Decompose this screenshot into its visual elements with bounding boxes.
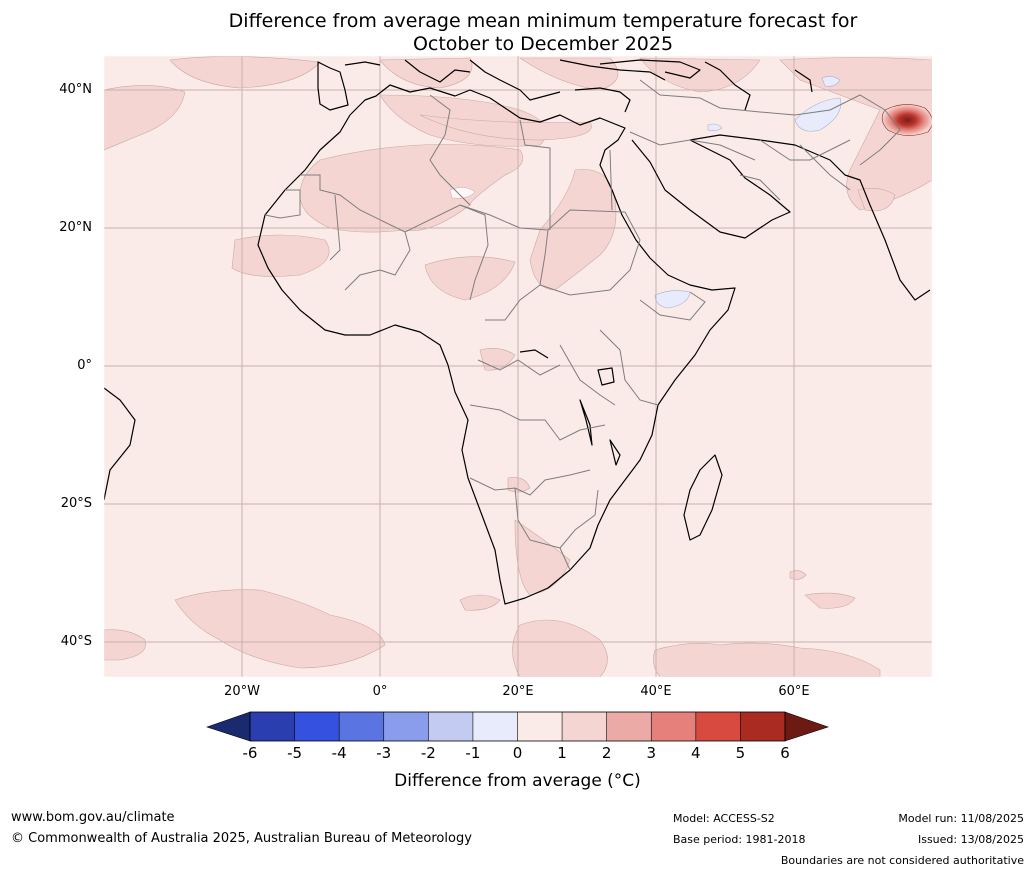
colorbar: [206, 711, 829, 742]
colorbar-cell: [339, 712, 385, 741]
colorbar-cell: [383, 712, 429, 741]
colorbar-outline: [249, 711, 786, 742]
lat-label-20s: 20°S: [60, 496, 92, 511]
lon-label-20e: 20°E: [502, 684, 534, 699]
footer-model: Model: ACCESS-S2: [673, 812, 775, 825]
lat-label-20n: 20°N: [59, 220, 92, 235]
national-borders: [264, 79, 901, 571]
colorbar-tick-label: 3: [646, 744, 657, 762]
footer-copyright: © Commonwealth of Australia 2025, Austra…: [11, 831, 472, 846]
colorbar-tick-label: -3: [376, 744, 392, 762]
footer-website[interactable]: www.bom.gov.au/climate: [11, 810, 175, 825]
colorbar-cell: [606, 712, 652, 741]
colorbar-tick-label: 4: [691, 744, 701, 762]
colorbar-tick-label: 6: [780, 744, 790, 762]
colorbar-cell: [651, 712, 697, 741]
map-title-line-2: October to December 2025: [412, 33, 674, 55]
lat-label-equator: 0°: [77, 358, 92, 373]
colorbar-tick-label: 0: [512, 744, 523, 762]
anomaly-hotspot: [881, 104, 932, 136]
colorbar-tick-label: 1: [557, 744, 567, 762]
colorbar-cell: [517, 712, 563, 741]
colorbar-cell: [250, 712, 296, 741]
lon-label-60e: 60°E: [778, 684, 810, 699]
footer-model-run: Model run: 11/08/2025: [898, 812, 1024, 825]
map-title-line-1: Difference from average mean minimum tem…: [228, 10, 858, 32]
colorbar-cell: [294, 712, 340, 741]
footer-base-period: Base period: 1981-2018: [673, 833, 806, 846]
coastlines: [104, 59, 931, 605]
anomaly-neg1-0-patches: [654, 76, 842, 309]
colorbar-tick-label: -1: [465, 744, 481, 762]
colorbar-tick-label: 5: [735, 744, 746, 762]
colorbar-tick-label: -6: [242, 744, 258, 762]
colorbar-tick-label: -4: [331, 744, 347, 762]
colorbar-tick-label: -2: [420, 744, 436, 762]
anomaly-1-2-patches: [104, 56, 932, 677]
colorbar-cell: [472, 712, 518, 741]
colorbar-tick-label: -5: [287, 744, 303, 762]
cool-spot-sahara: [449, 187, 476, 199]
colorbar-cell: [695, 712, 741, 741]
lat-label-40n: 40°N: [59, 82, 92, 97]
footer-disclaimer: Boundaries are not considered authoritat…: [780, 854, 1024, 867]
colorbar-tick-label: 2: [601, 744, 612, 762]
colorbar-cell: [740, 712, 786, 741]
colorbar-title: Difference from average (°C): [394, 771, 641, 791]
colorbar-under-arrow: [206, 711, 251, 742]
footer-issued: Issued: 13/08/2025: [917, 833, 1024, 846]
lat-label-40s: 40°S: [60, 634, 92, 649]
lon-label-40e: 40°E: [640, 684, 672, 699]
lon-label-20w: 20°W: [224, 684, 260, 699]
colorbar-cell: [428, 712, 474, 741]
colorbar-cell: [562, 712, 608, 741]
colorbar-over-arrow: [784, 711, 829, 742]
lon-label-0: 0°: [372, 684, 388, 699]
